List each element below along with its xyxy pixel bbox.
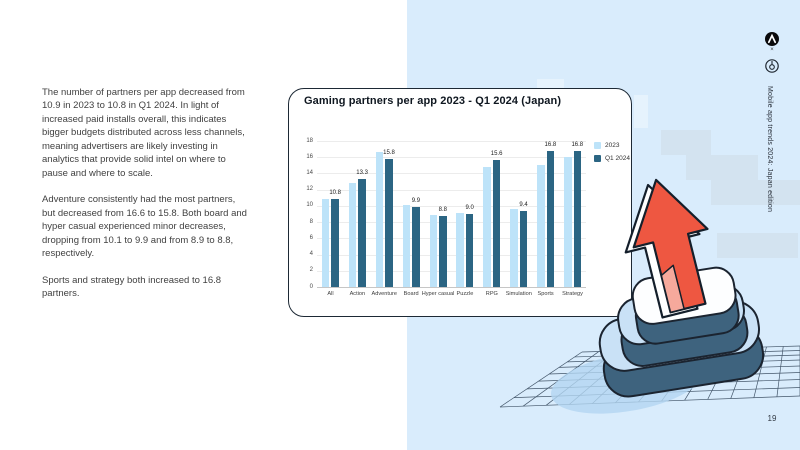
bar-q1-2024 (385, 158, 393, 287)
bar-2023 (375, 152, 384, 287)
bar-2023 (402, 205, 411, 287)
value-label: 16.8 (544, 141, 557, 148)
x-axis-label: Adventure (371, 291, 398, 297)
x-axis-label: All (327, 291, 334, 297)
value-label: 9.4 (519, 201, 528, 208)
x-axis-label: Hyper casual (421, 291, 455, 297)
bar-2023 (429, 214, 438, 287)
gridline (317, 270, 586, 272)
x-axis-label: Puzzle (456, 291, 474, 297)
bar-2023 (483, 166, 491, 287)
bar-2023 (321, 198, 330, 287)
y-axis-tick: 0 (309, 283, 313, 290)
legend-label-q1-2024: Q1 2024 (605, 155, 630, 162)
value-label: 15.6 (490, 151, 503, 158)
bar-q1-2024 (412, 206, 420, 287)
decor-block (661, 130, 711, 155)
y-axis-tick: 2 (309, 267, 313, 274)
value-label: 9.9 (411, 197, 421, 204)
bar-q1-2024 (519, 210, 528, 287)
decor-block (634, 95, 648, 128)
gridline (317, 173, 586, 175)
appsflyer-logo-icon (765, 32, 779, 46)
decor-block (686, 155, 758, 180)
legend-label-2023: 2023 (605, 142, 620, 149)
bar-group: 9.0 Puzzle (452, 141, 479, 297)
chart-card: Gaming partners per app 2023 - Q1 2024 (… (288, 88, 632, 317)
legend-item-2023: 2023 (594, 142, 630, 149)
y-axis-tick: 14 (306, 169, 313, 176)
gridline (317, 157, 586, 159)
y-axis-tick: 4 (309, 251, 313, 258)
y-axis-tick: 18 (306, 137, 313, 144)
chart-legend: 2023 Q1 2024 (594, 142, 630, 168)
chart-title: Gaming partners per app 2023 - Q1 2024 (… (304, 95, 562, 107)
value-label: 16.8 (571, 141, 584, 148)
legend-swatch-q1-2024 (594, 155, 601, 162)
x-axis-label: Simulation (505, 291, 532, 297)
bar-group: 10.8 All (317, 141, 344, 297)
x-axis-label: Board (403, 291, 419, 297)
bar-group: 15.8 Adventure (371, 141, 398, 297)
gridline (317, 238, 586, 240)
summary-text: The number of partners per app decreased… (42, 86, 251, 314)
x-axis-label: Strategy (562, 291, 583, 297)
bar-2023 (348, 183, 357, 287)
value-label: 8.8 (438, 206, 447, 213)
bar-q1-2024 (439, 215, 447, 287)
summary-paragraph: The number of partners per app decreased… (42, 87, 245, 179)
gridline (317, 189, 586, 191)
bar-group: 15.6 RPG (478, 141, 505, 297)
bar-2023 (510, 209, 518, 287)
bar-group: 16.8 Strategy (559, 141, 586, 297)
bar-group: 9.4 Simulation (505, 141, 532, 297)
gridline (317, 222, 586, 224)
summary-paragraph: Sports and strategy both increased to 16… (42, 274, 222, 300)
legend-item-q1-2024: Q1 2024 (594, 155, 630, 162)
y-axis-tick: 16 (306, 153, 313, 160)
y-axis-tick: 6 (309, 234, 313, 241)
bar-group: 9.9 Board (398, 141, 425, 297)
bar-q1-2024 (358, 179, 366, 287)
decor-block (717, 233, 798, 258)
bar-q1-2024 (331, 199, 339, 287)
y-axis-tick: 12 (306, 186, 313, 193)
gridline (317, 141, 586, 142)
page-number: 19 (767, 414, 777, 423)
x-axis-label: Sports (537, 291, 554, 297)
value-label: 15.8 (383, 149, 395, 156)
decor-block (711, 180, 800, 205)
summary-paragraph: Adventure consistently had the most part… (42, 194, 247, 260)
y-axis-tick: 10 (306, 202, 313, 209)
y-axis-tick: 8 (309, 218, 313, 225)
gridline (317, 287, 586, 288)
legend-swatch-2023 (594, 142, 601, 149)
bar-q1-2024 (465, 214, 474, 287)
x-axis-label: Action (349, 291, 366, 297)
partner-logo-icon (765, 59, 779, 73)
logo-separator: × (770, 47, 774, 53)
bar-group: 13.3 Action (344, 141, 371, 297)
x-axis-label: RPG (485, 291, 498, 297)
bar-q1-2024 (573, 150, 582, 287)
bar-2023 (456, 213, 464, 287)
bar-q1-2024 (546, 150, 555, 287)
value-label: 13.3 (356, 170, 368, 177)
gridline (317, 254, 586, 256)
bar-chart-plot: 0 2 4 6 8 10 12 14 16 18 10.8 All 13.3 Action 15.8 Adve… (306, 138, 586, 297)
value-label: 10.8 (329, 190, 342, 197)
value-label: 9.0 (465, 205, 474, 211)
bar-group: 8.8 Hyper casual (422, 141, 455, 297)
bar-2023 (564, 157, 572, 287)
bar-q1-2024 (492, 160, 501, 287)
gridline (317, 205, 586, 207)
bar-group: 16.8 Sports (532, 141, 559, 297)
edition-title: Mobile app trends 2024: Japan edition (766, 86, 773, 213)
bar-2023 (537, 164, 545, 287)
